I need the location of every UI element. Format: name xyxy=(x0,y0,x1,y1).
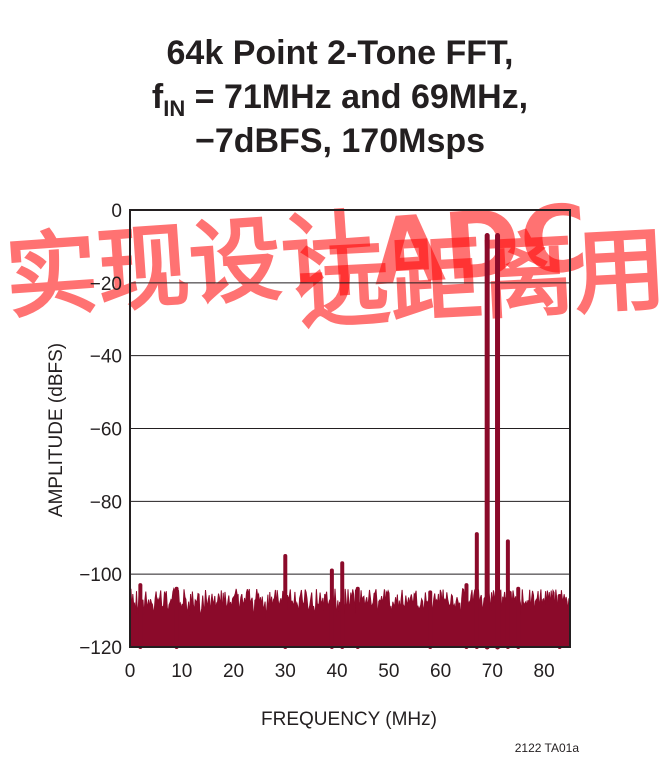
noise-floor xyxy=(129,587,571,648)
x-tick-label: 60 xyxy=(430,661,451,682)
svg-text:远距离用户: 远距离用户 xyxy=(296,211,667,342)
y-tick-label: 0 xyxy=(111,201,122,222)
y-tick-label: −100 xyxy=(79,565,122,586)
title-line-2-rest: = 71MHz and 69MHz, xyxy=(185,78,528,116)
watermark: 实现设计ADC 远距离用户 xyxy=(2,185,667,342)
title-line-3: −7dBFS, 170Msps xyxy=(195,122,485,160)
x-tick-label: 0 xyxy=(125,661,136,682)
y-axis-label: AMPLITUDE (dBFS) xyxy=(46,343,67,517)
spectrum-series xyxy=(129,232,571,650)
y-tick-label: −20 xyxy=(90,274,122,295)
y-tick-labels: 0 −20 −40 −60 −80 −100 −120 xyxy=(79,201,122,659)
title-line-2: fIN = 71MHz and 69MHz, xyxy=(152,78,528,121)
title-sub-in: IN xyxy=(163,96,185,121)
x-axis-label: FREQUENCY (MHz) xyxy=(261,709,437,730)
x-tick-labels: 0 10 20 30 40 50 60 70 80 xyxy=(125,661,555,682)
title-f: f xyxy=(152,78,164,116)
x-tick-label: 80 xyxy=(534,661,555,682)
x-tick-label: 20 xyxy=(223,661,244,682)
title-line-1: 64k Point 2-Tone FFT, xyxy=(167,34,514,72)
y-tick-label: −60 xyxy=(90,420,122,441)
x-tick-label: 70 xyxy=(482,661,503,682)
x-tick-label: 30 xyxy=(275,661,296,682)
x-tick-label: 50 xyxy=(378,661,399,682)
y-tick-label: −80 xyxy=(90,492,122,513)
y-tick-label: −40 xyxy=(90,347,122,368)
chart-title: 64k Point 2-Tone FFT, fIN = 71MHz and 69… xyxy=(152,34,528,160)
x-tick-label: 10 xyxy=(171,661,192,682)
x-tick-label: 40 xyxy=(326,661,347,682)
y-tick-label: −120 xyxy=(79,638,122,659)
figure-id: 2122 TA01a xyxy=(515,741,580,755)
plot-frame xyxy=(129,209,571,648)
